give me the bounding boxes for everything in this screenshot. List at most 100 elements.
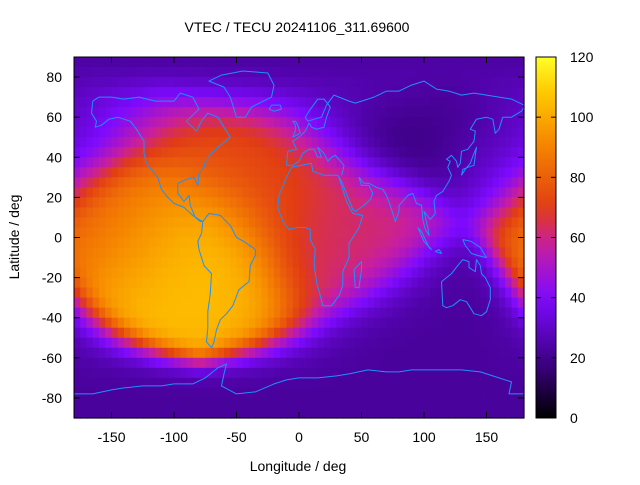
- heatmap-cell: [324, 77, 331, 88]
- heatmap-cell: [186, 107, 194, 118]
- heatmap-cell: [417, 287, 425, 299]
- heatmap-cell: [161, 277, 169, 289]
- heatmap-cell: [342, 77, 350, 88]
- heatmap-cell: [499, 257, 506, 269]
- heatmap-cell: [192, 237, 200, 249]
- heatmap-cell: [324, 187, 331, 198]
- heatmap-cell: [442, 187, 450, 198]
- heatmap-cell: [330, 157, 338, 168]
- heatmap-cell: [355, 147, 363, 158]
- heatmap-cell: [355, 67, 363, 78]
- heatmap-cell: [424, 77, 431, 88]
- heatmap-cell: [392, 167, 400, 178]
- heatmap-cell: [424, 257, 431, 269]
- heatmap-cell: [105, 307, 113, 319]
- heatmap-cell: [224, 77, 231, 88]
- heatmap-cell: [305, 87, 313, 98]
- heatmap-cell: [411, 107, 419, 118]
- heatmap-cell: [267, 97, 275, 108]
- heatmap-cell: [105, 277, 113, 289]
- heatmap-cell: [111, 337, 119, 349]
- heatmap-cell: [255, 217, 263, 229]
- heatmap-cell: [111, 137, 119, 148]
- heatmap-cell: [455, 367, 463, 379]
- heatmap-cell: [136, 307, 144, 319]
- heatmap-cell: [186, 367, 194, 379]
- heatmap-cell: [449, 277, 456, 289]
- heatmap-cell: [330, 147, 338, 158]
- heatmap-cell: [380, 277, 388, 289]
- heatmap-cell: [361, 347, 369, 359]
- heatmap-cell: [280, 297, 288, 309]
- heatmap-cell: [99, 107, 106, 118]
- heatmap-cell: [149, 387, 156, 399]
- heatmap-cell: [211, 67, 219, 78]
- heatmap-cell: [311, 147, 319, 158]
- heatmap-cell: [117, 117, 125, 128]
- heatmap-cell: [386, 397, 394, 409]
- heatmap-cell: [230, 167, 238, 178]
- heatmap-cell: [136, 187, 144, 198]
- heatmap-cell: [380, 257, 388, 269]
- heatmap-cell: [442, 147, 450, 158]
- heatmap-cell: [136, 57, 144, 68]
- heatmap-cell: [74, 127, 81, 138]
- heatmap-cell: [305, 367, 313, 379]
- heatmap-cell: [274, 87, 281, 98]
- heatmap-cell: [511, 357, 519, 369]
- heatmap-cell: [261, 317, 269, 329]
- heatmap-cell: [411, 147, 419, 158]
- heatmap-cell: [174, 227, 181, 239]
- heatmap-cell: [117, 297, 125, 309]
- heatmap-cell: [324, 97, 331, 108]
- heatmap-cell: [355, 297, 363, 309]
- heatmap-cell: [224, 277, 231, 289]
- heatmap-cell: [517, 157, 525, 168]
- heatmap-cell: [130, 137, 138, 148]
- heatmap-cell: [117, 97, 125, 108]
- heatmap-cell: [105, 117, 113, 128]
- heatmap-cell: [211, 297, 219, 309]
- heatmap-cell: [399, 187, 406, 198]
- heatmap-cell: [442, 287, 450, 299]
- heatmap-cell: [99, 377, 106, 389]
- heatmap-cell: [80, 307, 88, 319]
- heatmap-cell: [292, 147, 300, 158]
- heatmap-cell: [374, 377, 381, 389]
- heatmap-cell: [461, 267, 469, 279]
- heatmap-cell: [249, 247, 256, 259]
- heatmap-cell: [180, 347, 188, 359]
- heatmap-cell: [230, 307, 238, 319]
- heatmap-cell: [417, 187, 425, 198]
- heatmap-cell: [130, 187, 138, 198]
- heatmap-cell: [417, 57, 425, 68]
- heatmap-cell: [124, 77, 131, 88]
- x-tick-label: 50: [354, 429, 370, 445]
- heatmap-cell: [449, 157, 456, 168]
- heatmap-cell: [424, 137, 431, 148]
- heatmap-cell: [211, 137, 219, 148]
- heatmap-cell: [80, 367, 88, 379]
- heatmap-cell: [480, 187, 488, 198]
- heatmap-cell: [217, 327, 225, 339]
- heatmap-cell: [455, 97, 463, 108]
- heatmap-cell: [317, 307, 325, 319]
- heatmap-cell: [199, 357, 206, 369]
- heatmap-cell: [305, 127, 313, 138]
- heatmap-cell: [461, 357, 469, 369]
- heatmap-cell: [230, 327, 238, 339]
- colorbar-tick-label: 40: [570, 290, 586, 306]
- heatmap-cell: [367, 287, 375, 299]
- heatmap-cell: [517, 367, 525, 379]
- heatmap-cell: [199, 157, 206, 168]
- heatmap-cell: [417, 217, 425, 229]
- heatmap-cell: [349, 277, 356, 289]
- heatmap-cell: [317, 147, 325, 158]
- heatmap-cell: [461, 57, 469, 68]
- heatmap-cell: [249, 57, 256, 68]
- heatmap-cell: [230, 357, 238, 369]
- heatmap-cell: [192, 337, 200, 349]
- heatmap-cell: [486, 397, 494, 409]
- heatmap-cell: [411, 357, 419, 369]
- heatmap-cell: [205, 357, 213, 369]
